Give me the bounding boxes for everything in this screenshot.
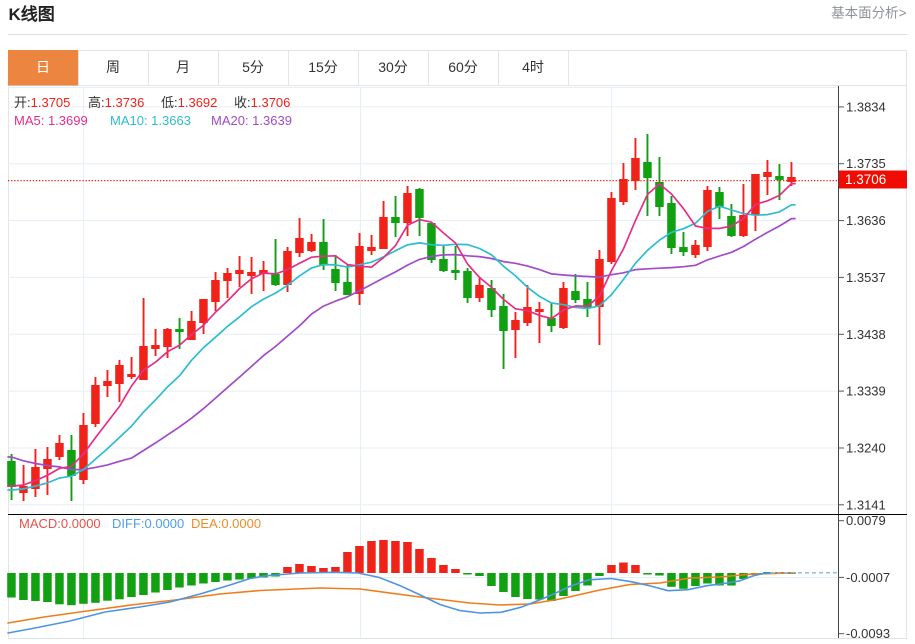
svg-text:周: 周 [106,59,120,75]
svg-text:MA20: 1.3639: MA20: 1.3639 [211,113,292,128]
svg-text:60分: 60分 [448,59,478,75]
svg-text:月: 月 [176,59,190,75]
svg-text:基本面分析>: 基本面分析> [831,5,906,21]
svg-text:MA5: 1.3699: MA5: 1.3699 [14,113,88,128]
svg-text:30分: 30分 [378,59,408,75]
svg-text:高:1.3736: 高:1.3736 [88,95,144,110]
svg-text:K线图: K线图 [9,4,55,24]
svg-text:1.3537: 1.3537 [846,270,886,285]
svg-text:15分: 15分 [308,59,338,75]
svg-text:收:1.3706: 收:1.3706 [234,95,290,110]
svg-text:1.3240: 1.3240 [846,441,886,456]
svg-text:MA10: 1.3663: MA10: 1.3663 [110,113,191,128]
svg-text:5分: 5分 [242,59,264,75]
svg-text:DIFF:0.0000: DIFF:0.0000 [112,516,184,531]
svg-text:0.0079: 0.0079 [846,513,886,528]
svg-text:开:1.3705: 开:1.3705 [14,95,70,110]
svg-text:MACD:0.0000: MACD:0.0000 [19,516,101,531]
svg-text:1.3735: 1.3735 [846,156,886,171]
svg-text:1.3636: 1.3636 [846,213,886,228]
svg-text:1.3834: 1.3834 [846,99,886,114]
svg-text:1.3339: 1.3339 [846,384,886,399]
svg-text:低:1.3692: 低:1.3692 [161,95,217,110]
svg-text:-0.0007: -0.0007 [846,570,890,585]
svg-text:DEA:0.0000: DEA:0.0000 [191,516,261,531]
svg-text:1.3438: 1.3438 [846,327,886,342]
svg-text:1.3706: 1.3706 [845,172,886,187]
svg-text:日: 日 [36,59,50,75]
svg-text:4时: 4时 [522,59,544,75]
svg-text:1.3141: 1.3141 [846,497,886,512]
svg-text:-0.0093: -0.0093 [846,626,890,641]
